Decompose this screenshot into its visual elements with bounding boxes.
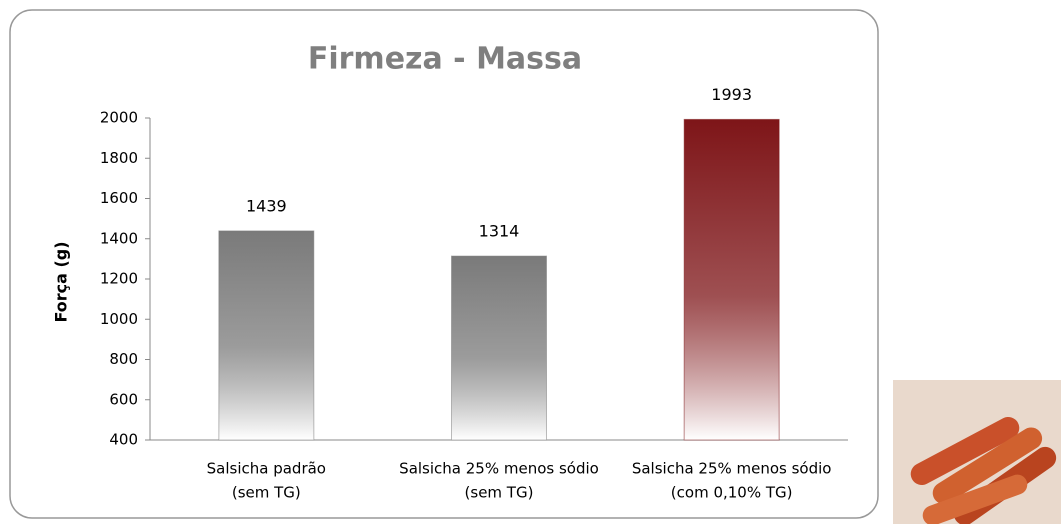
x-tick-label: Salsicha 25% menos sódio <box>399 460 599 478</box>
sausage <box>922 474 1028 524</box>
data-label: 1439 <box>246 196 287 215</box>
x-tick-label: Salsicha padrão <box>207 460 326 478</box>
bar <box>218 230 315 441</box>
y-tick-label: 600 <box>109 390 138 408</box>
chart-title: Firmeza - Massa <box>308 42 582 77</box>
y-tick-label: 1000 <box>100 310 138 328</box>
y-tick-label: 2000 <box>100 109 138 127</box>
y-axis-label: Força (g) <box>52 241 71 322</box>
y-tick-label: 400 <box>109 431 138 449</box>
bar <box>451 255 547 441</box>
y-tick-label: 1200 <box>100 270 138 288</box>
y-tick-label: 1400 <box>100 229 138 247</box>
y-tick-label: 800 <box>109 350 138 368</box>
y-tick-label: 1600 <box>100 189 138 207</box>
sausage-photo <box>893 380 1061 524</box>
x-tick-label: (sem TG) <box>465 484 534 502</box>
x-tick-label: Salsicha 25% menos sódio <box>632 460 832 478</box>
sausage <box>910 416 1020 486</box>
data-label: 1993 <box>711 85 752 104</box>
bar <box>683 118 780 441</box>
x-tick-label: (sem TG) <box>232 484 301 502</box>
data-label: 1314 <box>479 222 520 241</box>
x-tick-label: (com 0,10% TG) <box>671 484 793 502</box>
y-tick-label: 1800 <box>100 149 138 167</box>
sausage <box>932 427 1043 505</box>
